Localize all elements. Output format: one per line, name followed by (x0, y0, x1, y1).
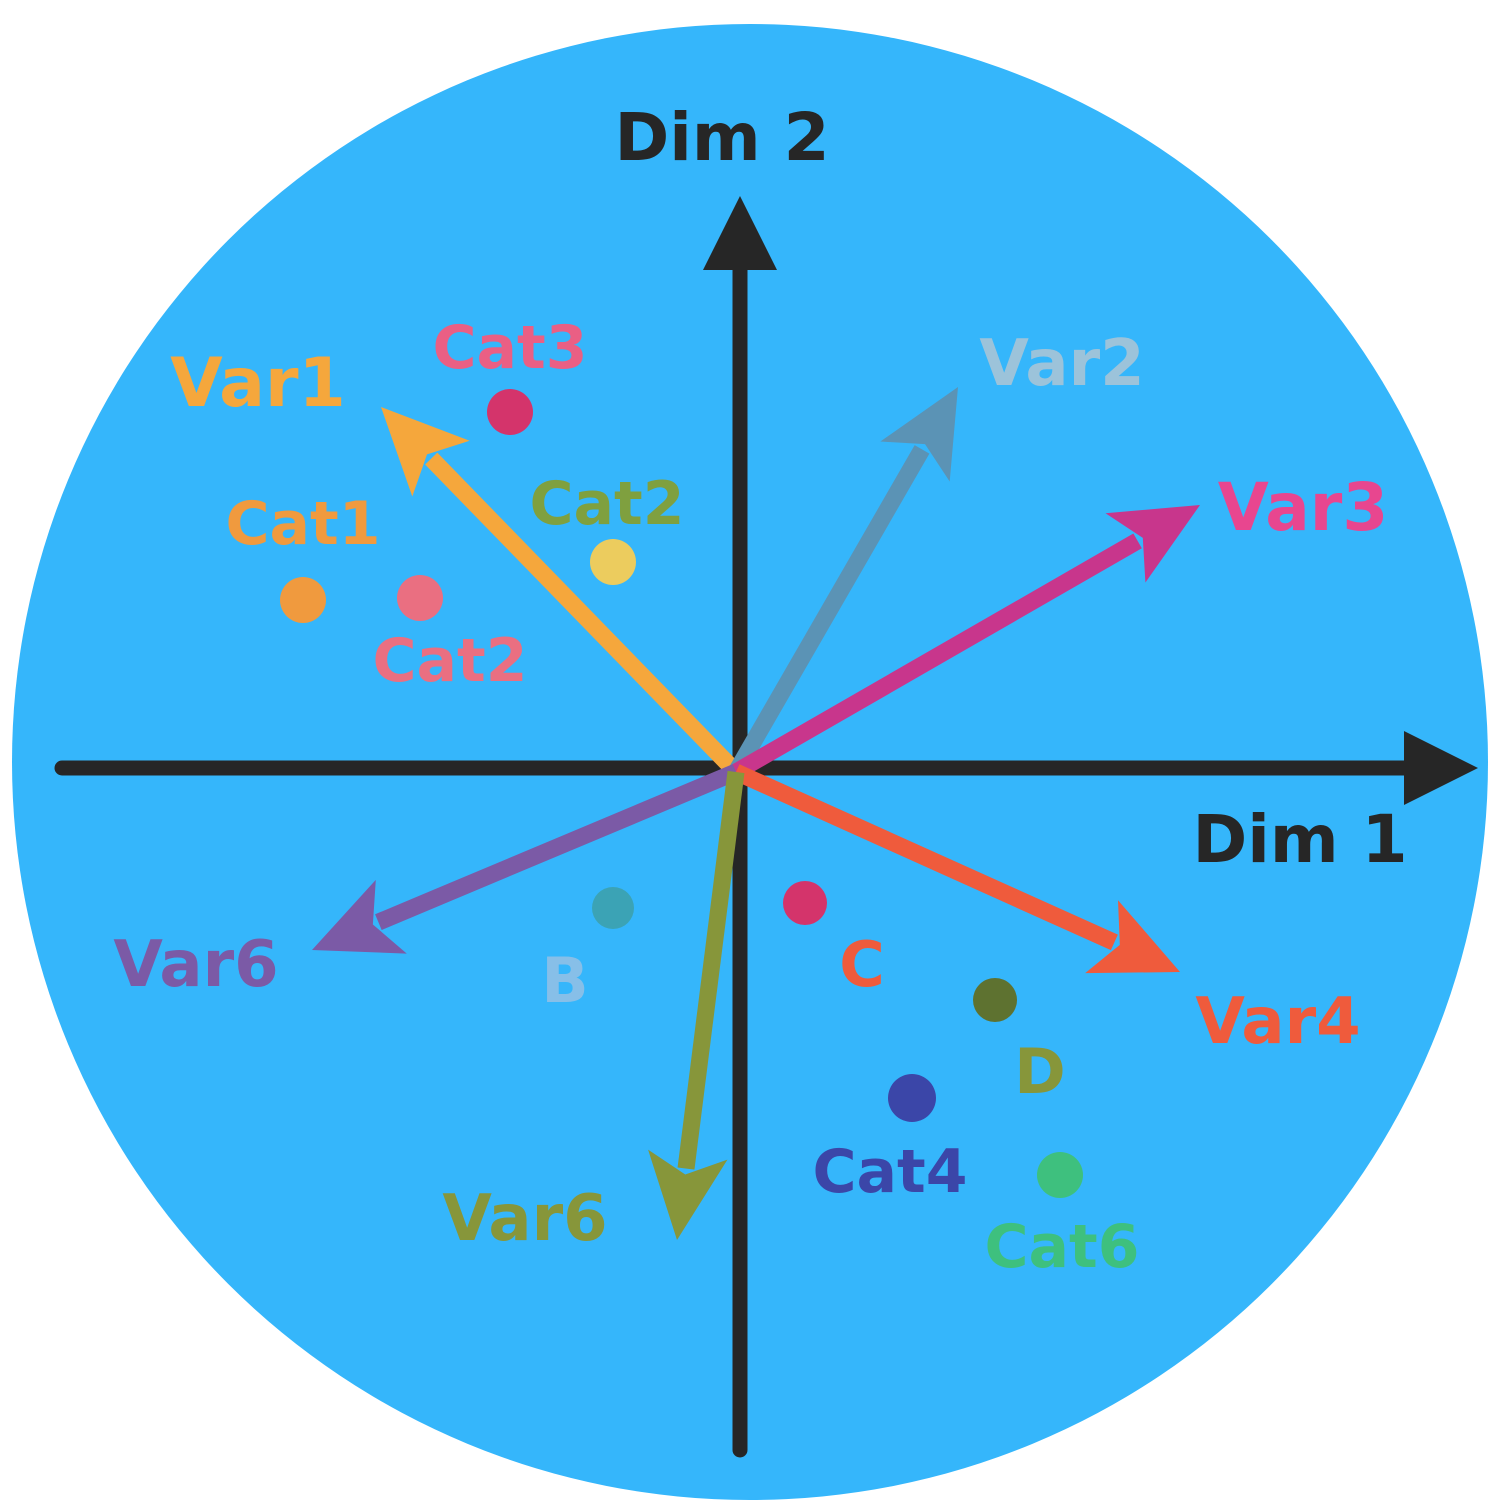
data-point-cat1-0 (280, 577, 326, 623)
variable-arrow-var6-5 (648, 770, 745, 1240)
arrow-head (1105, 505, 1200, 583)
arrow-shaft (425, 452, 743, 778)
category-points (280, 389, 1083, 1198)
arrow-head (312, 879, 407, 954)
axis-label-dim1: Dim 1 (1192, 801, 1408, 878)
arrow-shaft (728, 445, 930, 777)
data-point-cat2-2 (590, 539, 636, 585)
arrow-shaft (731, 533, 1142, 780)
data-point-d-6 (973, 978, 1017, 1022)
variable-arrow-var2-1 (728, 387, 958, 777)
data-point-c-5 (783, 881, 827, 925)
data-point-cat3-3 (487, 389, 533, 435)
arrow-shaft (375, 764, 740, 930)
arrow-shaft (677, 770, 745, 1170)
y-axis-arrowhead (703, 196, 777, 270)
variable-arrow-var3-2 (731, 505, 1200, 780)
variable-arrows (312, 387, 1200, 1240)
arrow-shaft (732, 764, 1118, 951)
data-point-b-4 (592, 887, 634, 929)
variable-arrow-var1-0 (381, 407, 743, 778)
data-point-cat4-7 (888, 1074, 936, 1122)
data-point-cat6-8 (1037, 1152, 1083, 1198)
arrow-head (381, 407, 470, 497)
variable-arrow-var6-4 (312, 764, 740, 954)
arrow-head (1085, 900, 1180, 974)
variable-arrow-var4-3 (732, 764, 1180, 974)
arrow-head (880, 387, 958, 482)
x-axis-arrowhead (1404, 731, 1478, 805)
data-point-cat2-1 (397, 575, 443, 621)
arrow-head (648, 1149, 728, 1240)
axis-label-dim2: Dim 2 (614, 99, 830, 176)
